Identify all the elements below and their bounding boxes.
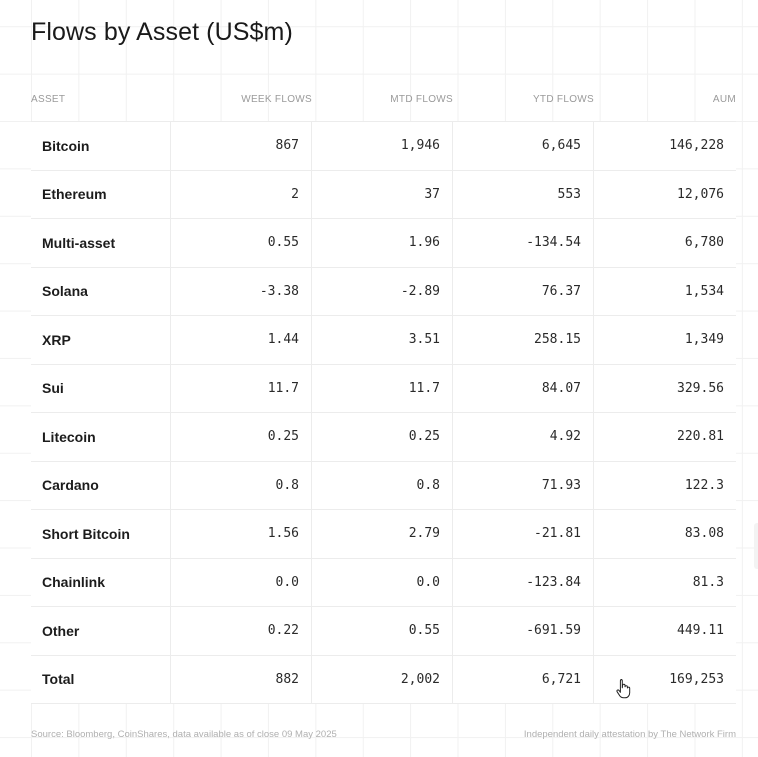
attestation-link[interactable]: Independent daily attestation by The Net… — [523, 729, 736, 740]
week-flows-value: 882 — [171, 655, 312, 703]
week-flows-value: 1.56 — [171, 510, 312, 558]
mtd-flows-value: -2.89 — [312, 267, 453, 315]
table-row: Cardano 0.8 0.8 71.93 122.3 — [31, 461, 736, 510]
aum-value: 169,253 — [669, 671, 724, 687]
mtd-flows-value: 2,002 — [312, 655, 453, 703]
asset-name: Multi-asset — [31, 219, 171, 267]
aum-value: 220.81 — [677, 429, 724, 445]
mtd-flows-value: 1,946 — [312, 122, 453, 170]
table-row: Chainlink 0.0 0.0 -123.84 81.3 — [31, 558, 736, 607]
aum-value: 122.3 — [684, 477, 724, 493]
ytd-flows-value: 553 — [453, 170, 594, 218]
mtd-flows-value: 0.55 — [312, 607, 453, 655]
table-row: Ethereum 2 37 553 12,076 — [31, 170, 736, 219]
table-row: Sui 11.7 11.7 84.07 329.56 — [31, 364, 736, 413]
source-note: Source: Bloomberg, CoinShares, data avai… — [31, 729, 337, 740]
mtd-flows-value: 0.25 — [312, 413, 453, 461]
week-flows-value: 2 — [171, 170, 312, 218]
column-header-asset: ASSET — [31, 94, 66, 105]
table-row: XRP 1.44 3.51 258.15 1,349 — [31, 316, 736, 365]
ytd-flows-value: 6,645 — [453, 122, 594, 170]
asset-name: Litecoin — [31, 413, 171, 461]
aum-value: 329.56 — [677, 380, 724, 396]
ytd-flows-value: 76.37 — [453, 267, 594, 315]
mtd-flows-value: 0.0 — [312, 558, 453, 606]
ytd-flows-value: 71.93 — [453, 461, 594, 509]
ytd-flows-value: 258.15 — [453, 316, 594, 364]
asset-name: Other — [31, 607, 171, 655]
asset-name: Sui — [31, 364, 171, 412]
flows-table: Bitcoin 867 1,946 6,645 146,228 Ethereum… — [31, 121, 736, 704]
week-flows-value: 867 — [171, 122, 312, 170]
table-row: Other 0.22 0.55 -691.59 449.11 — [31, 607, 736, 656]
week-flows-value: 0.25 — [171, 413, 312, 461]
ytd-flows-value: 84.07 — [453, 364, 594, 412]
mtd-flows-value: 1.96 — [312, 219, 453, 267]
table-row: Multi-asset 0.55 1.96 -134.54 6,780 — [31, 219, 736, 268]
table-row: Short Bitcoin 1.56 2.79 -21.81 83.08 — [31, 510, 736, 559]
asset-name: Solana — [31, 267, 171, 315]
asset-name: Short Bitcoin — [31, 510, 171, 558]
asset-name: Chainlink — [31, 558, 171, 606]
week-flows-value: -3.38 — [171, 267, 312, 315]
asset-name: Bitcoin — [31, 122, 171, 170]
table-row: Bitcoin 867 1,946 6,645 146,228 — [31, 122, 736, 171]
table-row: Litecoin 0.25 0.25 4.92 220.81 — [31, 413, 736, 462]
week-flows-value: 1.44 — [171, 316, 312, 364]
asset-name: XRP — [31, 316, 171, 364]
week-flows-value: 11.7 — [171, 364, 312, 412]
column-header-mtd-flows: MTD FLOWS — [390, 94, 453, 105]
asset-name: Cardano — [31, 461, 171, 509]
ytd-flows-value: -21.81 — [453, 510, 594, 558]
table-header: ASSET WEEK FLOWS MTD FLOWS YTD FLOWS AUM — [31, 94, 736, 108]
ytd-flows-value: 6,721 — [453, 655, 594, 703]
aum-value: 12,076 — [677, 186, 724, 202]
column-header-ytd-flows: YTD FLOWS — [532, 94, 594, 105]
week-flows-value: 0.22 — [171, 607, 312, 655]
ytd-flows-value: -134.54 — [453, 219, 594, 267]
aum-value: 449.11 — [677, 623, 724, 639]
column-header-aum: AUM — [712, 94, 736, 105]
asset-name: Ethereum — [31, 170, 171, 218]
aum-value: 83.08 — [684, 526, 724, 542]
ytd-flows-value: -123.84 — [453, 558, 594, 606]
aum-value: 6,780 — [684, 235, 724, 251]
aum-value: 81.3 — [692, 574, 724, 590]
mtd-flows-value: 0.8 — [312, 461, 453, 509]
mtd-flows-value: 2.79 — [312, 510, 453, 558]
side-panel-handle[interactable] — [754, 523, 758, 569]
table-row-total: Total 882 2,002 6,721 169,253 — [31, 655, 736, 704]
mtd-flows-value: 3.51 — [312, 316, 453, 364]
aum-value: 1,534 — [684, 283, 724, 299]
aum-value: 1,349 — [684, 332, 724, 348]
hand-pointer-icon — [616, 679, 631, 699]
ytd-flows-value: -691.59 — [453, 607, 594, 655]
table-row: Solana -3.38 -2.89 76.37 1,534 — [31, 267, 736, 316]
column-header-week-flows: WEEK FLOWS — [241, 94, 312, 105]
ytd-flows-value: 4.92 — [453, 413, 594, 461]
week-flows-value: 0.55 — [171, 219, 312, 267]
week-flows-value: 0.8 — [171, 461, 312, 509]
mtd-flows-value: 37 — [312, 170, 453, 218]
page-title: Flows by Asset (US$m) — [31, 18, 293, 46]
mtd-flows-value: 11.7 — [312, 364, 453, 412]
asset-name: Total — [31, 655, 171, 703]
aum-value: 146,228 — [669, 138, 724, 154]
week-flows-value: 0.0 — [171, 558, 312, 606]
